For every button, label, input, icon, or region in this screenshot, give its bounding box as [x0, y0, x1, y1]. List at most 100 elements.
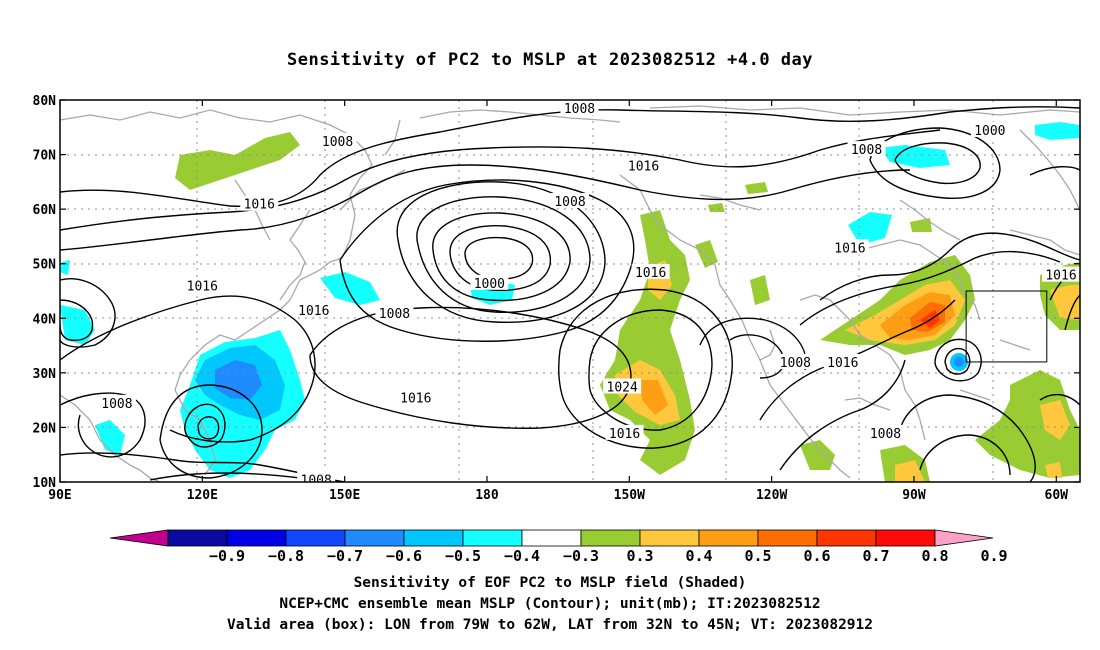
axis-labels: 90E 120E 150E 180 150W 120W 90W 60W 10N 20N 30N 40N… [33, 94, 1069, 503]
contour-label: 1016 [609, 427, 640, 442]
contour-label-bg [631, 263, 670, 279]
y-tick-label: 30N [33, 367, 57, 382]
contour-label: 1016 [628, 159, 659, 174]
contour-label-bg [603, 378, 642, 394]
x-tick-label: 150E [329, 488, 360, 503]
contour-label: 1008 [851, 143, 882, 158]
colorbar-label: −0.6 [386, 547, 422, 565]
colorbar-label: 0.8 [921, 547, 948, 565]
caption-line-2: NCEP+CMC ensemble mean MSLP (Contour); u… [279, 596, 821, 612]
contour-label: 1008 [101, 397, 132, 412]
contour-label: 1024 [607, 381, 638, 396]
contour-label: 1016 [827, 356, 858, 371]
colorbar-label: 0.5 [744, 547, 771, 565]
valid-area-box [965, 290, 1048, 363]
contour-label-bg [183, 277, 222, 293]
colorbar-swatch [167, 529, 228, 547]
colorbar-swatch [875, 529, 936, 547]
colorbar-swatch [226, 529, 287, 547]
colorbar-swatch [344, 529, 405, 547]
colorbar-swatch [403, 529, 464, 547]
contour-label: 1008 [301, 473, 332, 488]
x-tick-label: 60W [1045, 488, 1069, 503]
contour-label: 1016 [244, 198, 275, 213]
colorbar-swatch [757, 529, 818, 547]
x-tick-label: 90E [48, 488, 71, 503]
colorbar-swatch [285, 529, 346, 547]
y-tick-label: 50N [33, 258, 57, 273]
colorbar-label: −0.4 [504, 547, 540, 565]
contour-label-bg [624, 157, 663, 173]
y-tick-label: 20N [33, 421, 57, 436]
map-frame [59, 99, 1081, 483]
x-tick-label: 150W [614, 488, 645, 503]
contour-label: 1016 [1045, 269, 1076, 284]
contour-label-bg [97, 394, 136, 410]
colorbar-swatch [580, 529, 641, 547]
colorbar-label: 0.6 [803, 547, 830, 565]
colorbar-label: −0.7 [327, 547, 363, 565]
x-tick-label: 120E [187, 488, 218, 503]
contour-label: 1008 [870, 427, 901, 442]
contour-label-bg [375, 304, 414, 320]
y-tick-label: 40N [33, 312, 57, 327]
caption: Sensitivity of EOF PC2 to MSLP field (Sh… [0, 573, 1100, 636]
contour-label-bg [776, 353, 815, 369]
contour-label: 1016 [400, 391, 431, 406]
colorbar-arrow-right [934, 529, 994, 547]
contour-label-bg [830, 239, 869, 255]
colorbar-swatch [698, 529, 759, 547]
contour-label: 1000 [974, 124, 1005, 139]
colorbar-label: −0.9 [209, 547, 245, 565]
positive-sensitivity-shading [175, 132, 1080, 482]
contour-label-bg [240, 195, 279, 211]
colorbar-label: 0.7 [862, 547, 889, 565]
colorbar-label: 0.9 [980, 547, 1007, 565]
x-tick-label: 90W [902, 488, 926, 503]
contour-label: 1008 [379, 307, 410, 322]
colorbar-label: −0.8 [268, 547, 304, 565]
contour-label-bg [866, 424, 905, 440]
colorbar [109, 529, 994, 547]
colorbar-label: −0.3 [563, 547, 599, 565]
colorbar-arrow-left [109, 529, 169, 547]
negative-sensitivity-shading [60, 122, 1080, 478]
y-tick-label: 70N [33, 149, 57, 164]
y-tick-label: 10N [33, 476, 57, 491]
x-tick-label: 180 [475, 488, 499, 503]
colorbar-swatch [816, 529, 877, 547]
contour-label: 1016 [834, 241, 865, 256]
colorbar-swatch [521, 529, 582, 547]
contour-label: 1008 [322, 135, 353, 150]
colorbar-label: 0.3 [626, 547, 653, 565]
contour-label: 1016 [187, 280, 218, 295]
contour-label-bg [560, 100, 599, 116]
y-tick-label: 60N [33, 203, 57, 218]
colorbar-label: −0.5 [445, 547, 481, 565]
contour-label-bg [847, 141, 886, 157]
contour-label: 1016 [635, 266, 666, 281]
colorbar-swatch [639, 529, 700, 547]
contour-label-bg [294, 302, 333, 318]
contour-label: 1008 [554, 195, 585, 210]
page-title: Sensitivity of PC2 to MSLP at 2023082512… [286, 50, 813, 70]
colorbar-labels: −0.9 −0.8 −0.7 −0.6 −0.5 −0.4 −0.3 0.3 0.4 0.5 0.6… [209, 547, 1008, 565]
contour-label-bg [605, 424, 644, 440]
x-tick-label: 120W [756, 488, 787, 503]
caption-line-3: Valid area (box): LON from 79W to 62W, L… [226, 617, 873, 633]
contour-label-bg [318, 132, 357, 148]
contour-label-bg [970, 122, 1009, 138]
colorbar-label: 0.4 [685, 547, 712, 565]
contour-label-bg [396, 389, 435, 405]
mslp-contours [60, 106, 1080, 482]
colorbar-swatch [462, 529, 523, 547]
contour-label: 1008 [564, 102, 595, 117]
contour-label-bg [551, 192, 589, 208]
caption-line-1: Sensitivity of EOF PC2 to MSLP field (Sh… [353, 575, 747, 591]
contour-label: 1008 [780, 356, 811, 371]
axis-ticks [59, 99, 1080, 483]
contour-labels: 1008 1008 1008 1000 1016 1008 1016 1016 1016 1016… [97, 100, 1080, 488]
contour-label-bg [297, 471, 336, 482]
contour-label: 1000 [474, 277, 505, 292]
